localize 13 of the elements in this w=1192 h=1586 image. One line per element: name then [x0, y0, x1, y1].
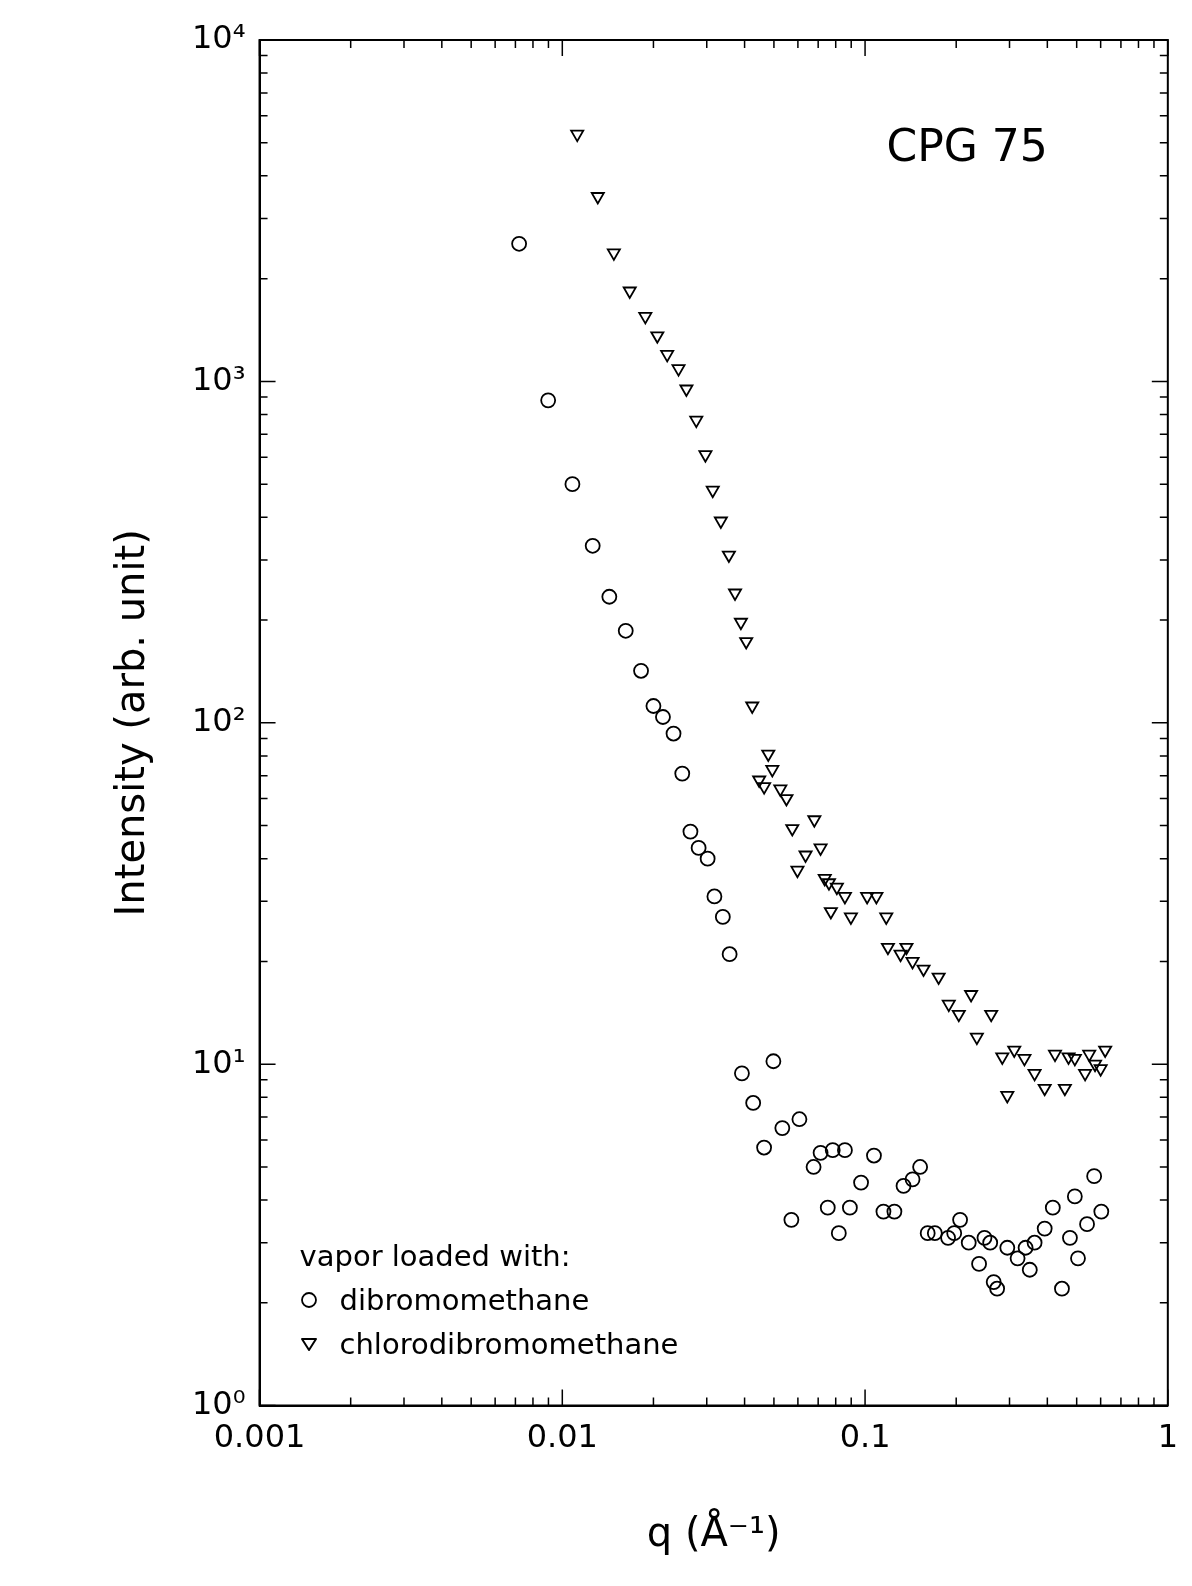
x-tick-label: 0.1: [839, 1417, 891, 1456]
legend-label: chlorodibromomethane: [339, 1325, 679, 1363]
text: CPG 75: [886, 120, 1048, 171]
x-tick-label: 0.01: [526, 1417, 598, 1456]
y-axis-title: Intensity (arb. unit): [107, 529, 154, 917]
y-tick-label: 10³: [192, 359, 246, 398]
y-tick-label: 10⁴: [192, 18, 246, 57]
legend-label: dibromomethane: [339, 1281, 590, 1319]
legend-title: vapor loaded with:: [299, 1237, 572, 1275]
x-tick-label: 1: [1157, 1417, 1178, 1456]
x-axis-title: q (Å⁻¹): [646, 1508, 781, 1556]
y-tick-label: 10¹: [192, 1042, 246, 1081]
y-tick-label: 10²: [192, 701, 246, 740]
